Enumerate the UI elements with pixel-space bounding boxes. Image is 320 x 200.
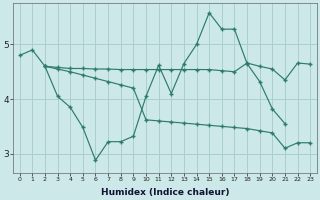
X-axis label: Humidex (Indice chaleur): Humidex (Indice chaleur) [101, 188, 229, 197]
